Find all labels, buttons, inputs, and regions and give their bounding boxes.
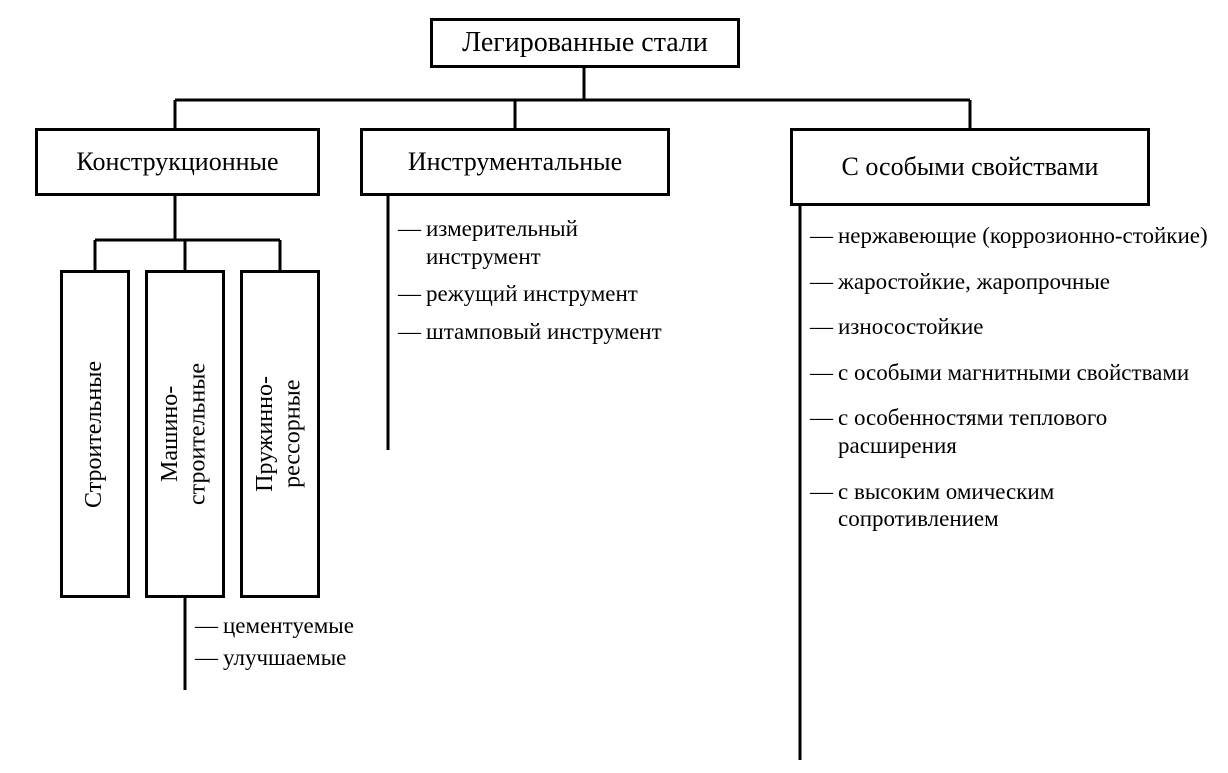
child-machine: Машино- строительные (145, 270, 225, 598)
diagram-canvas: Легированные стали Конструкционные Инстр… (0, 0, 1228, 773)
branch-special-label: С особыми свойствами (842, 152, 1099, 182)
machine-sub-list: цементуемые улучшаемые (195, 612, 415, 675)
list-item: с высоким омическим сопротивлением (810, 478, 1210, 533)
list-item: жаростойкие, жаропрочные (810, 268, 1210, 296)
list-item: нержавеющие (коррозионно-стойкие) (810, 222, 1210, 250)
list-item: с особенностями теплового расширения (810, 404, 1210, 459)
branch-tool: Инструментальные (360, 128, 670, 196)
list-item: износостойкие (810, 313, 1210, 341)
child-spring: Пружинно- рессорные (240, 270, 320, 598)
branch-special: С особыми свойствами (790, 128, 1150, 206)
special-list: нержавеющие (коррозионно-стойкие) жаросто… (810, 222, 1210, 551)
list-item: штамповый инструмент (398, 318, 668, 346)
list-item: режущий инструмент (398, 280, 668, 308)
tool-list: измерительный инструмент режущий инструме… (398, 215, 668, 355)
root-label: Легированные стали (462, 27, 708, 59)
list-item: цементуемые (195, 612, 415, 640)
child-building-label: Строительные (81, 361, 109, 508)
child-machine-label: Машино- строительные (157, 363, 212, 505)
list-item: улучшаемые (195, 644, 415, 672)
branch-structural-label: Конструкционные (76, 147, 278, 177)
list-item: с особыми магнитны­ми свойствами (810, 359, 1210, 387)
branch-structural: Конструкционные (35, 128, 320, 196)
root-node: Легированные стали (430, 18, 740, 68)
child-spring-label: Пружинно- рессорные (252, 376, 307, 492)
child-building: Строительные (60, 270, 130, 598)
list-item: измерительный инструмент (398, 215, 668, 270)
branch-tool-label: Инструментальные (408, 147, 622, 177)
